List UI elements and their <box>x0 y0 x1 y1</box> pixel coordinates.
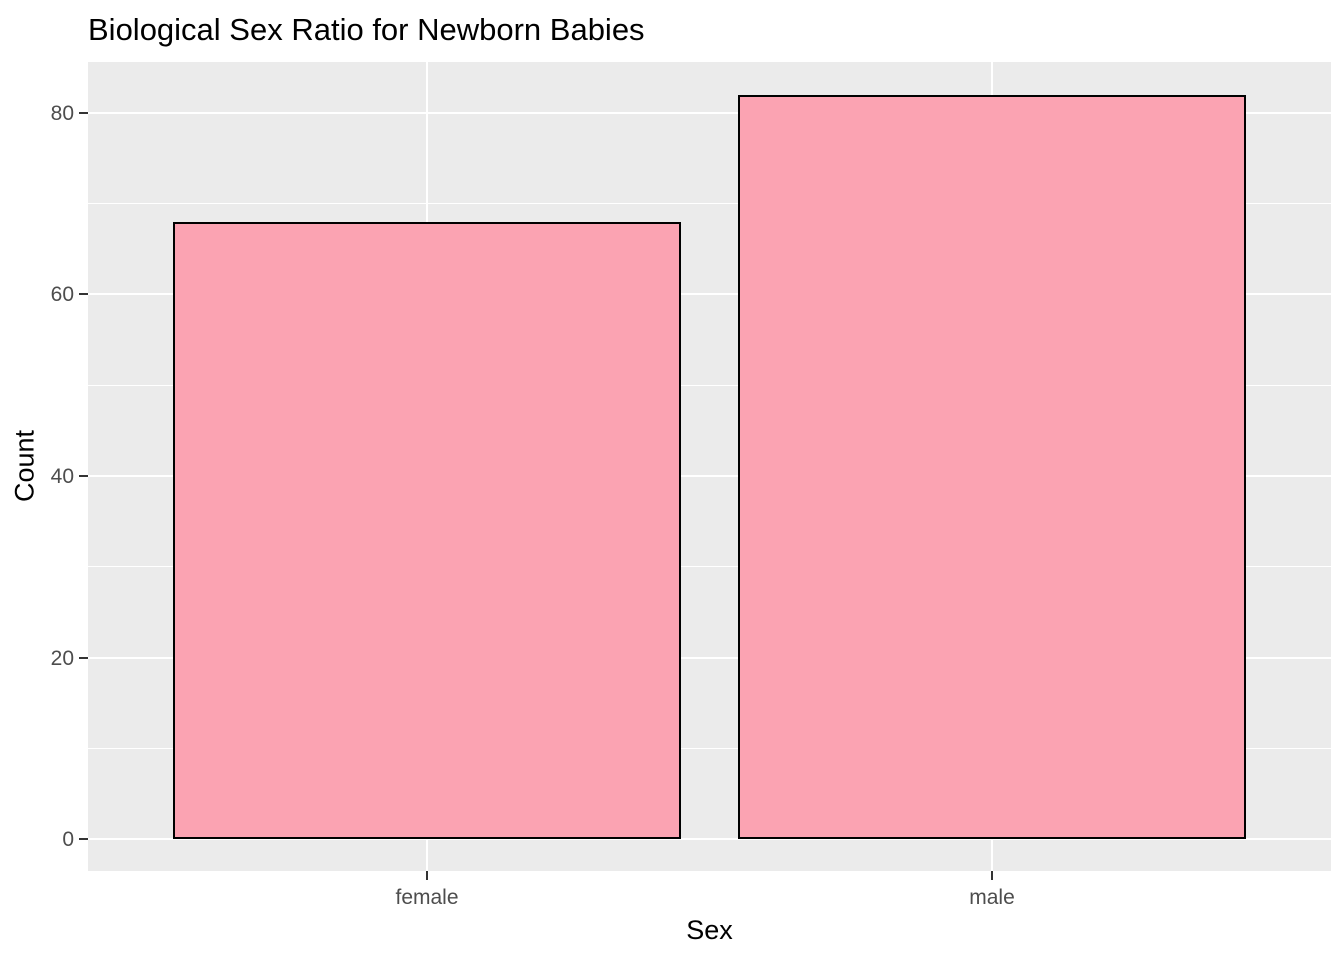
gridline-horizontal-minor <box>88 384 1331 386</box>
x-axis-tick-label: male <box>969 886 1015 909</box>
gridline-horizontal-major <box>88 111 1331 114</box>
y-axis-tick-mark <box>79 293 88 296</box>
x-axis-tick-mark <box>426 871 428 880</box>
gridline-horizontal-major <box>88 838 1331 841</box>
y-axis-tick-label: 20 <box>50 646 74 670</box>
gridline-horizontal-major <box>88 293 1331 296</box>
bar-male <box>737 94 1247 840</box>
gridline-horizontal-minor <box>88 566 1331 568</box>
y-axis-tick-label: 0 <box>62 828 74 852</box>
y-axis-tick-mark <box>79 838 88 841</box>
x-axis-tick-mark <box>991 871 993 880</box>
gridline-horizontal-minor <box>88 747 1331 749</box>
y-axis-tick-mark <box>79 475 88 478</box>
plot-panel <box>88 62 1331 871</box>
x-axis-title: Sex <box>686 915 733 945</box>
y-axis-tick-mark <box>79 656 88 659</box>
y-axis-tick-label: 40 <box>50 465 74 489</box>
gridline-horizontal-minor <box>88 203 1331 205</box>
x-axis-tick-label: female <box>395 886 459 909</box>
bar-female <box>172 221 682 840</box>
y-axis-tick-mark <box>79 111 88 114</box>
gridline-horizontal-major <box>88 475 1331 478</box>
y-axis-tick-label: 80 <box>50 101 74 125</box>
y-axis-tick-label: 60 <box>50 283 74 307</box>
gridline-horizontal-major <box>88 656 1331 659</box>
chart-title: Biological Sex Ratio for Newborn Babies <box>88 12 645 47</box>
